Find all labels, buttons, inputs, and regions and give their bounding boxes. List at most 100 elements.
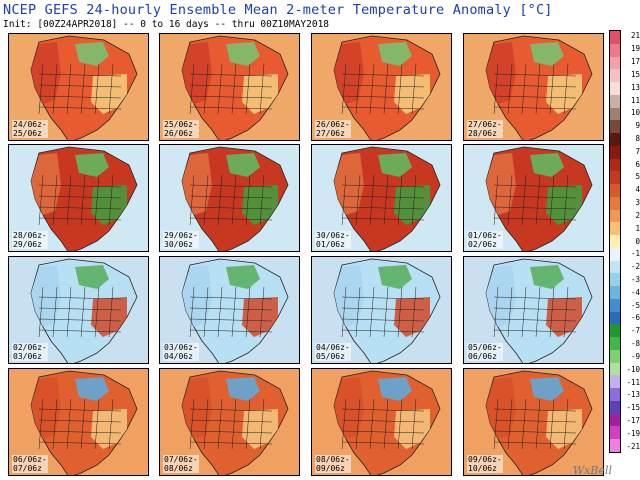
panel-time-label: 07/06z- 08/06z [163,455,199,473]
color-scale-cell [610,426,620,440]
color-scale-cell [610,273,620,287]
color-scale-cell [610,324,620,338]
color-scale-label: -6 [630,313,640,323]
wxbell-logo: WxBell [572,464,612,477]
color-scale-label: -1 [630,249,640,259]
color-scale-label: -5 [630,300,640,310]
color-scale-label: 10 [630,108,640,118]
anomaly-map-panel: 30/06z- 01/06z [311,144,452,252]
panel-time-label: 30/06z- 01/06z [315,231,351,249]
color-scale-cell [610,94,620,109]
anomaly-map-panel: 05/06z- 06/06z [463,256,604,364]
anomaly-map-panel: 02/06z- 03/06z [8,256,149,364]
color-scale-cell [610,120,620,134]
color-scale-label: -13 [626,390,640,400]
color-scale-label: -15 [626,403,640,413]
color-scale-cell [610,439,620,453]
anomaly-map [9,145,148,251]
panel-time-label: 24/06z- 25/06z [12,120,48,138]
anomaly-map-panel: 25/06z- 26/06z [159,33,300,141]
color-scale-label: 17 [630,57,640,67]
color-scale-label: -21 [626,441,640,451]
anomaly-map [464,145,603,251]
anomaly-map-panel: 03/06z- 04/06z [159,256,300,364]
panel-time-label: 04/06z- 05/06z [315,343,351,361]
panel-time-label: 02/06z- 03/06z [12,343,48,361]
color-scale-label: 1 [635,223,640,233]
color-scale-cell [610,362,620,376]
color-scale-cell [610,260,620,274]
color-scale-cell [610,69,620,83]
color-scale-cell [610,196,620,211]
color-scale-label: 6 [635,159,640,169]
color-scale-cell [610,388,620,402]
panel-time-label: 29/06z- 30/06z [163,231,199,249]
panel-time-label: 25/06z- 26/06z [163,120,199,138]
color-scale-cell [610,222,620,236]
color-scale-label: -2 [630,262,640,272]
color-scale-label: -9 [630,351,640,361]
anomaly-map-panel: 08/06z- 09/06z [311,368,452,476]
panel-time-label: 08/06z- 09/06z [315,455,351,473]
color-scale-cell [610,400,620,415]
color-scale-cell [610,43,620,57]
color-scale-cell [610,286,620,300]
anomaly-map-panel: 06/06z- 07/06z [8,368,149,476]
color-scale-cell [610,184,620,198]
color-scale-cell [610,31,620,45]
color-scale-label: -17 [626,415,640,425]
color-scale-label: 5 [635,172,640,182]
color-scale-label: 21 [630,31,640,41]
anomaly-map-panel: 01/06z- 02/06z [463,144,604,252]
anomaly-map-panel: 27/06z- 28/06z [463,33,604,141]
map-title: NCEP GEFS 24-hourly Ensemble Mean 2-mete… [3,2,553,18]
color-scale-cell [610,235,620,249]
color-scale-cell [610,337,620,351]
color-scale-cell [610,171,620,185]
anomaly-map [312,34,451,140]
color-scale-cell [610,247,620,262]
color-scale-label: 7 [635,146,640,156]
color-scale-label: 19 [630,44,640,54]
color-scale-label: -7 [630,326,640,336]
color-scale-label: -10 [626,364,640,374]
color-scale-cell [610,311,620,325]
color-scale-cell [610,158,620,172]
panel-time-label: 06/06z- 07/06z [12,455,48,473]
color-scale-label: 4 [635,185,640,195]
panel-time-label: 03/06z- 04/06z [163,343,199,361]
anomaly-map [9,369,148,475]
color-scale-bar [609,30,621,453]
color-scale-label: -11 [626,377,640,387]
color-scale-cell [610,56,620,70]
anomaly-map-panel: 28/06z- 29/06z [8,144,149,252]
anomaly-map [9,34,148,140]
color-scale-cell [610,413,620,427]
color-scale-cell [610,82,620,96]
color-scale-label: -8 [630,339,640,349]
anomaly-map-panel: 09/06z- 10/06z [463,368,604,476]
color-scale-cell [610,133,620,147]
color-scale-cell [610,209,620,223]
color-scale-label: -3 [630,274,640,284]
anomaly-map [160,257,299,363]
color-scale-label: 9 [635,121,640,131]
color-scale-cell [610,298,620,313]
panel-time-label: 09/06z- 10/06z [467,455,503,473]
color-scale-label: 8 [635,133,640,143]
color-scale-label: 15 [630,69,640,79]
anomaly-map [160,369,299,475]
color-scale-cell [610,349,620,364]
panel-time-label: 28/06z- 29/06z [12,231,48,249]
anomaly-map-panel: 29/06z- 30/06z [159,144,300,252]
anomaly-map-panel: 04/06z- 05/06z [311,256,452,364]
color-scale-label: -19 [626,428,640,438]
color-scale-label: 13 [630,82,640,92]
anomaly-map-panel: 24/06z- 25/06z [8,33,149,141]
map-subtitle: Init: [00Z24APR2018] -- 0 to 16 days -- … [3,19,330,30]
color-scale-label: 0 [635,236,640,246]
color-scale-label: -4 [630,287,640,297]
color-scale-label: 11 [630,95,640,105]
color-scale-cell [610,107,620,121]
color-scale-label: 3 [635,198,640,208]
